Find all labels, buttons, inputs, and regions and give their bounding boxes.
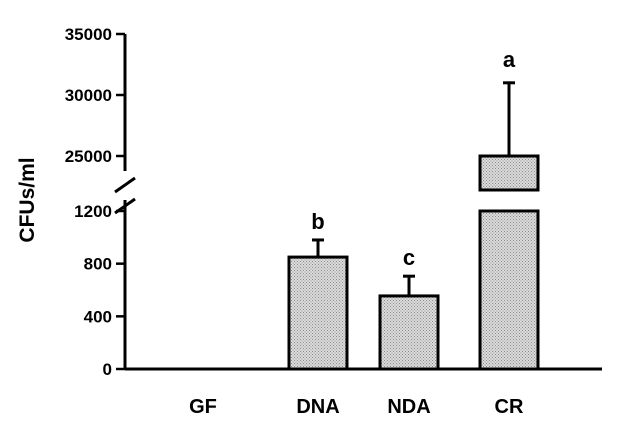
- x-category-label: DNA: [296, 396, 339, 418]
- bars: [287, 81, 540, 371]
- bar-cr-lower: [478, 209, 540, 371]
- labels: GF b DNA c NDA a CR: [189, 47, 524, 418]
- x-category-label: NDA: [387, 396, 430, 418]
- x-category-label: CR: [495, 396, 524, 418]
- x-category-label: GF: [189, 396, 217, 418]
- significance-letter: c: [403, 245, 415, 270]
- significance-letter: a: [503, 47, 516, 72]
- bar-nda: [378, 294, 440, 371]
- y-tick-label-lower: 0: [103, 360, 112, 379]
- y-tick-label-lower: 800: [84, 255, 112, 274]
- y-tick-label-upper: 25000: [65, 147, 112, 166]
- axis-break-mark: [114, 176, 136, 194]
- y-tick-label-upper: 30000: [65, 86, 112, 105]
- bar-cr-upper: [478, 154, 540, 192]
- axes: 0 400 800 1200 25000 30000 35000: [65, 25, 602, 379]
- bar-dna: [287, 255, 349, 371]
- y-tick-label-lower: 400: [84, 307, 112, 326]
- y-axis-label: CFUs/ml: [16, 157, 39, 242]
- significance-letter: b: [311, 209, 324, 234]
- y-tick-label-lower: 1200: [74, 202, 112, 221]
- y-tick-label-upper: 35000: [65, 25, 112, 44]
